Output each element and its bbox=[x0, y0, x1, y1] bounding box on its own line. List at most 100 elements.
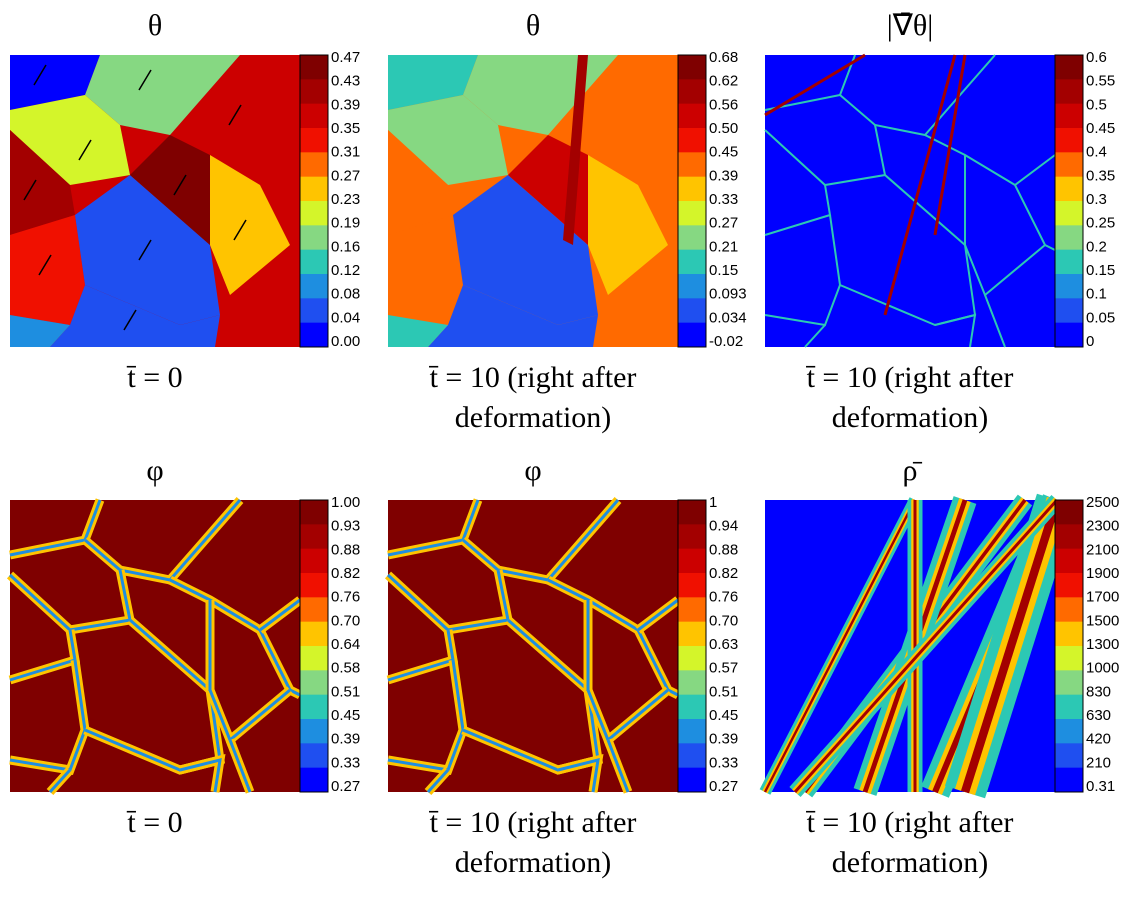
colorbar-level bbox=[300, 298, 328, 324]
colorbar-label: 0.68 bbox=[709, 49, 738, 66]
colorbar-label: 0.15 bbox=[1086, 262, 1115, 279]
colorbar-label: 0.034 bbox=[709, 309, 747, 326]
colorbar-label: -0.02 bbox=[709, 333, 743, 350]
colorbar-label: 1.00 bbox=[331, 494, 360, 511]
colorbar-level bbox=[300, 176, 328, 202]
colorbar-level bbox=[678, 621, 706, 647]
colorbar-label: 0.56 bbox=[709, 96, 738, 113]
colorbar-level bbox=[678, 176, 706, 202]
caption: deformation) bbox=[455, 401, 612, 434]
colorbar-level bbox=[1055, 128, 1083, 153]
colorbar-level bbox=[300, 249, 328, 275]
caption: deformation) bbox=[832, 401, 989, 434]
colorbar-frame bbox=[677, 499, 707, 793]
colorbar-label: 0.35 bbox=[1086, 167, 1115, 184]
colorbar-level bbox=[678, 201, 706, 226]
colorbar-level bbox=[1055, 646, 1083, 671]
colorbar-level bbox=[678, 500, 706, 525]
colorbar-label: 0.31 bbox=[331, 144, 360, 161]
grain bbox=[388, 130, 453, 235]
colorbar-level bbox=[1055, 201, 1083, 226]
colorbar-level bbox=[678, 103, 706, 129]
colorbar-label: 0.70 bbox=[709, 612, 738, 629]
colorbar-label: 830 bbox=[1086, 683, 1111, 700]
colorbar-frame bbox=[677, 54, 707, 348]
colorbar-label: 0.45 bbox=[709, 144, 738, 161]
colorbar-level bbox=[1055, 694, 1083, 720]
colorbar-level bbox=[300, 103, 328, 129]
grain bbox=[75, 175, 220, 325]
panel: φ 1.00 0.93 0.88 0.82 0.76 0.70 0.64 0.58 0.51 0.4… bbox=[6, 454, 360, 839]
colorbar-label: 0.55 bbox=[1086, 73, 1115, 90]
colorbar-label: 0.16 bbox=[331, 238, 360, 255]
colorbar-level bbox=[300, 670, 328, 696]
colorbar-label: 1700 bbox=[1086, 589, 1119, 606]
colorbar-level bbox=[678, 152, 706, 178]
colorbar-level bbox=[678, 743, 706, 769]
colorbar-frame bbox=[1054, 499, 1084, 793]
grain bbox=[388, 55, 478, 110]
colorbar-level bbox=[300, 128, 328, 153]
colorbar-label: 2100 bbox=[1086, 541, 1119, 558]
colorbar-level bbox=[1055, 573, 1083, 598]
colorbar-level bbox=[300, 573, 328, 598]
colorbar-level bbox=[1055, 767, 1083, 793]
panel-title: ρ̄ bbox=[903, 454, 923, 487]
colorbar-frame bbox=[1054, 54, 1084, 348]
colorbar-level bbox=[1055, 274, 1083, 299]
boundary-core bbox=[637, 598, 679, 632]
colorbar-level bbox=[678, 225, 706, 251]
colorbar-label: 0.08 bbox=[331, 286, 360, 303]
colorbar-level bbox=[1055, 597, 1083, 623]
colorbar-level bbox=[1055, 249, 1083, 275]
colorbar-level bbox=[678, 767, 706, 793]
colorbar-label: 630 bbox=[1086, 707, 1111, 724]
colorbar-level bbox=[1055, 225, 1083, 251]
grain bbox=[388, 315, 448, 347]
colorbar-label: 0.2 bbox=[1086, 238, 1107, 255]
colorbar-label: 0.63 bbox=[709, 636, 738, 653]
colorbar-level bbox=[678, 573, 706, 598]
colorbar-label: 0.47 bbox=[331, 49, 360, 66]
colorbar-label: 1500 bbox=[1086, 612, 1119, 629]
orientation-mark bbox=[38, 254, 52, 276]
colorbar-label: 0.62 bbox=[709, 73, 738, 90]
colorbar-label: 0.93 bbox=[331, 518, 360, 535]
colorbar-label: 0.12 bbox=[331, 262, 360, 279]
grain bbox=[428, 285, 598, 347]
colorbar-level bbox=[678, 548, 706, 574]
colorbar-label: 0.33 bbox=[709, 191, 738, 208]
colorbar-level bbox=[300, 743, 328, 769]
boundary-core bbox=[387, 659, 465, 772]
colorbar-label: 0.51 bbox=[331, 683, 360, 700]
colorbar-label: 0.6 bbox=[1086, 49, 1107, 66]
colorbar-label: 0.70 bbox=[331, 612, 360, 629]
colorbar-level bbox=[1055, 103, 1083, 129]
colorbar-label: 0.15 bbox=[709, 262, 738, 279]
colorbar-label: 0.093 bbox=[709, 286, 747, 303]
colorbar-level bbox=[678, 694, 706, 720]
colorbar-level bbox=[300, 719, 328, 744]
grain bbox=[10, 130, 75, 235]
boundary-core bbox=[426, 768, 450, 794]
colorbar-label: 0.76 bbox=[331, 589, 360, 606]
field-background bbox=[765, 55, 1055, 347]
panel-title: θ bbox=[148, 9, 162, 42]
colorbar-label: 0.33 bbox=[331, 754, 360, 771]
colorbar-label: 0.25 bbox=[1086, 215, 1115, 232]
colorbar-level bbox=[300, 597, 328, 623]
colorbar-label: 0.57 bbox=[709, 660, 738, 677]
colorbar-label: 0.04 bbox=[331, 309, 360, 326]
colorbar-level bbox=[300, 201, 328, 226]
colorbar-label: 0.88 bbox=[709, 541, 738, 558]
grain bbox=[130, 135, 210, 245]
colorbar-label: 0.21 bbox=[709, 238, 738, 255]
colorbar-level bbox=[1055, 743, 1083, 769]
colorbar-label: 0.39 bbox=[709, 167, 738, 184]
colorbar-level bbox=[300, 500, 328, 525]
grain bbox=[388, 95, 508, 185]
colorbar-level bbox=[1055, 621, 1083, 647]
colorbar-label: 0.39 bbox=[331, 96, 360, 113]
colorbar-level bbox=[678, 670, 706, 696]
